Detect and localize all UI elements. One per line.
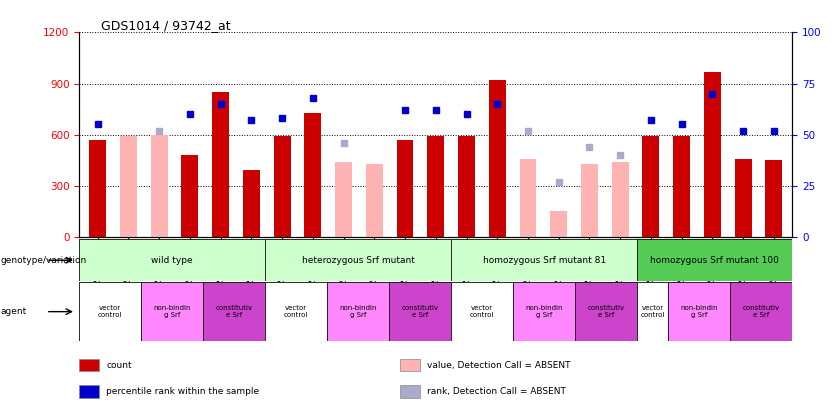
Text: non-bindin
g Srf: non-bindin g Srf bbox=[681, 305, 718, 318]
Bar bbox=[731, 282, 792, 341]
Text: vector
control: vector control bbox=[641, 305, 665, 318]
Bar bbox=[304, 113, 321, 237]
Bar bbox=[212, 92, 229, 237]
Bar bbox=[704, 72, 721, 237]
Bar bbox=[335, 162, 352, 237]
Bar bbox=[265, 282, 327, 341]
Text: non-bindin
g Srf: non-bindin g Srf bbox=[153, 305, 191, 318]
Bar bbox=[427, 136, 445, 237]
Bar bbox=[673, 136, 690, 237]
Bar bbox=[366, 164, 383, 237]
Bar bbox=[513, 282, 575, 341]
Bar bbox=[575, 282, 637, 341]
Text: count: count bbox=[106, 360, 132, 370]
Bar bbox=[637, 282, 668, 341]
Text: homozygous Srf mutant 81: homozygous Srf mutant 81 bbox=[483, 256, 605, 265]
Bar bbox=[274, 136, 290, 237]
Text: heterozygous Srf mutant: heterozygous Srf mutant bbox=[302, 256, 414, 265]
Bar bbox=[265, 239, 451, 281]
Text: value, Detection Call = ABSENT: value, Detection Call = ABSENT bbox=[427, 360, 570, 370]
Bar bbox=[735, 158, 751, 237]
Bar bbox=[79, 385, 99, 398]
Text: vector
control: vector control bbox=[98, 305, 123, 318]
Bar bbox=[451, 239, 637, 281]
Text: homozygous Srf mutant 100: homozygous Srf mutant 100 bbox=[651, 256, 779, 265]
Text: percentile rank within the sample: percentile rank within the sample bbox=[106, 387, 259, 396]
Bar bbox=[668, 282, 731, 341]
Bar bbox=[400, 385, 420, 398]
Bar bbox=[389, 282, 451, 341]
Bar bbox=[451, 282, 513, 341]
Text: wild type: wild type bbox=[152, 256, 193, 265]
Bar bbox=[151, 134, 168, 237]
Bar bbox=[120, 136, 137, 237]
Text: vector
control: vector control bbox=[284, 305, 309, 318]
Text: constitutiv
e Srf: constitutiv e Srf bbox=[402, 305, 439, 318]
Text: GDS1014 / 93742_at: GDS1014 / 93742_at bbox=[101, 19, 230, 32]
Bar bbox=[327, 282, 389, 341]
Bar bbox=[89, 140, 106, 237]
Bar bbox=[489, 80, 505, 237]
Text: non-bindin
g Srf: non-bindin g Srf bbox=[339, 305, 377, 318]
Bar bbox=[458, 136, 475, 237]
Bar bbox=[397, 140, 414, 237]
Bar bbox=[520, 158, 536, 237]
Bar bbox=[203, 282, 265, 341]
Text: rank, Detection Call = ABSENT: rank, Detection Call = ABSENT bbox=[427, 387, 566, 396]
Bar bbox=[182, 155, 198, 237]
Text: agent: agent bbox=[1, 307, 27, 316]
Bar bbox=[550, 211, 567, 237]
Text: constitutiv
e Srf: constitutiv e Srf bbox=[588, 305, 625, 318]
Bar bbox=[141, 282, 203, 341]
Bar bbox=[400, 359, 420, 371]
Text: constitutiv
e Srf: constitutiv e Srf bbox=[743, 305, 780, 318]
Bar bbox=[79, 282, 141, 341]
Bar bbox=[611, 162, 629, 237]
Text: vector
control: vector control bbox=[470, 305, 495, 318]
Bar bbox=[637, 239, 792, 281]
Bar bbox=[79, 359, 99, 371]
Bar bbox=[79, 239, 265, 281]
Text: non-bindin
g Srf: non-bindin g Srf bbox=[525, 305, 563, 318]
Bar bbox=[243, 171, 260, 237]
Bar bbox=[581, 164, 598, 237]
Bar bbox=[642, 136, 660, 237]
Text: genotype/variation: genotype/variation bbox=[1, 256, 87, 265]
Bar bbox=[766, 160, 782, 237]
Text: constitutiv
e Srf: constitutiv e Srf bbox=[216, 305, 253, 318]
